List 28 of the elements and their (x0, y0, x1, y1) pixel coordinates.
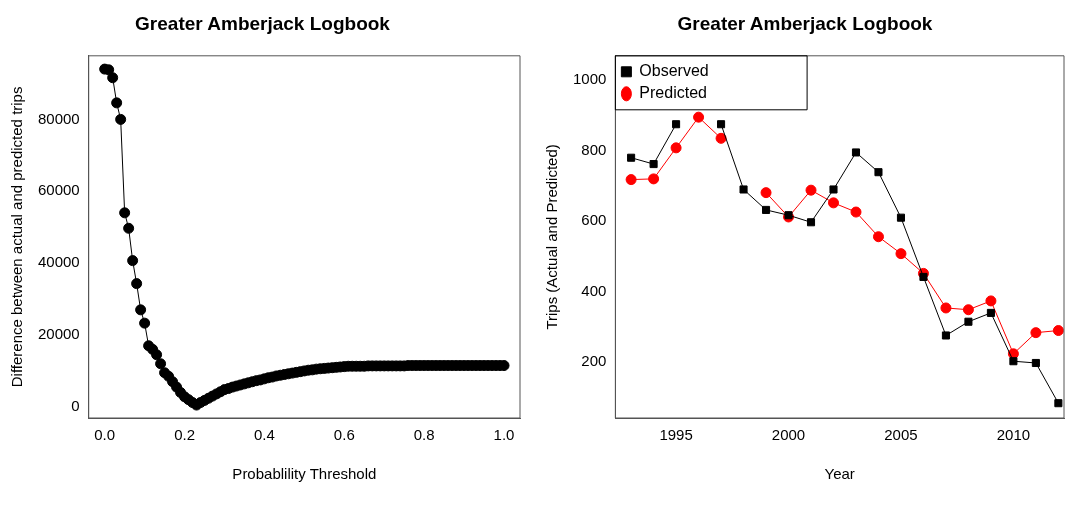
y-tick-label: 800 (581, 140, 607, 158)
x-axis-title: Year (824, 465, 855, 483)
chart-title: Greater Amberjack Logbook (677, 12, 933, 34)
legend-label: Observed (639, 62, 709, 80)
y-tick-label: 80000 (37, 109, 80, 127)
x-tick-label: 0.0 (94, 426, 116, 444)
y-tick-label: 60000 (37, 181, 80, 199)
y-tick-label: 20000 (37, 325, 80, 343)
legend-label: Predicted (639, 84, 707, 102)
y-axis-title: Difference between actual and predicted trips (8, 86, 26, 388)
x-tick-label: 1.0 (493, 426, 515, 444)
y-tick-label: 40000 (37, 253, 80, 271)
x-tick-label: 2010 (996, 426, 1031, 444)
y-tick-label: 400 (581, 281, 607, 299)
x-tick-label: 2000 (771, 426, 806, 444)
y-tick-label: 200 (581, 352, 607, 370)
y-tick-label: 1000 (572, 70, 607, 88)
x-tick-label: 2005 (884, 426, 918, 444)
y-axis-title: Trips (Actual and Predicted) (543, 144, 561, 330)
x-tick-label: 0.8 (413, 426, 435, 444)
chart-title: Greater Amberjack Logbook (135, 12, 391, 34)
y-tick-label: 0 (71, 397, 80, 414)
x-tick-label: 1995 (659, 426, 693, 444)
x-tick-label: 0.6 (333, 426, 355, 444)
x-axis-title: Probablility Threshold (232, 465, 377, 483)
x-tick-label: 0.2 (174, 426, 195, 444)
y-tick-label: 600 (581, 211, 607, 229)
x-tick-label: 0.4 (253, 426, 275, 444)
